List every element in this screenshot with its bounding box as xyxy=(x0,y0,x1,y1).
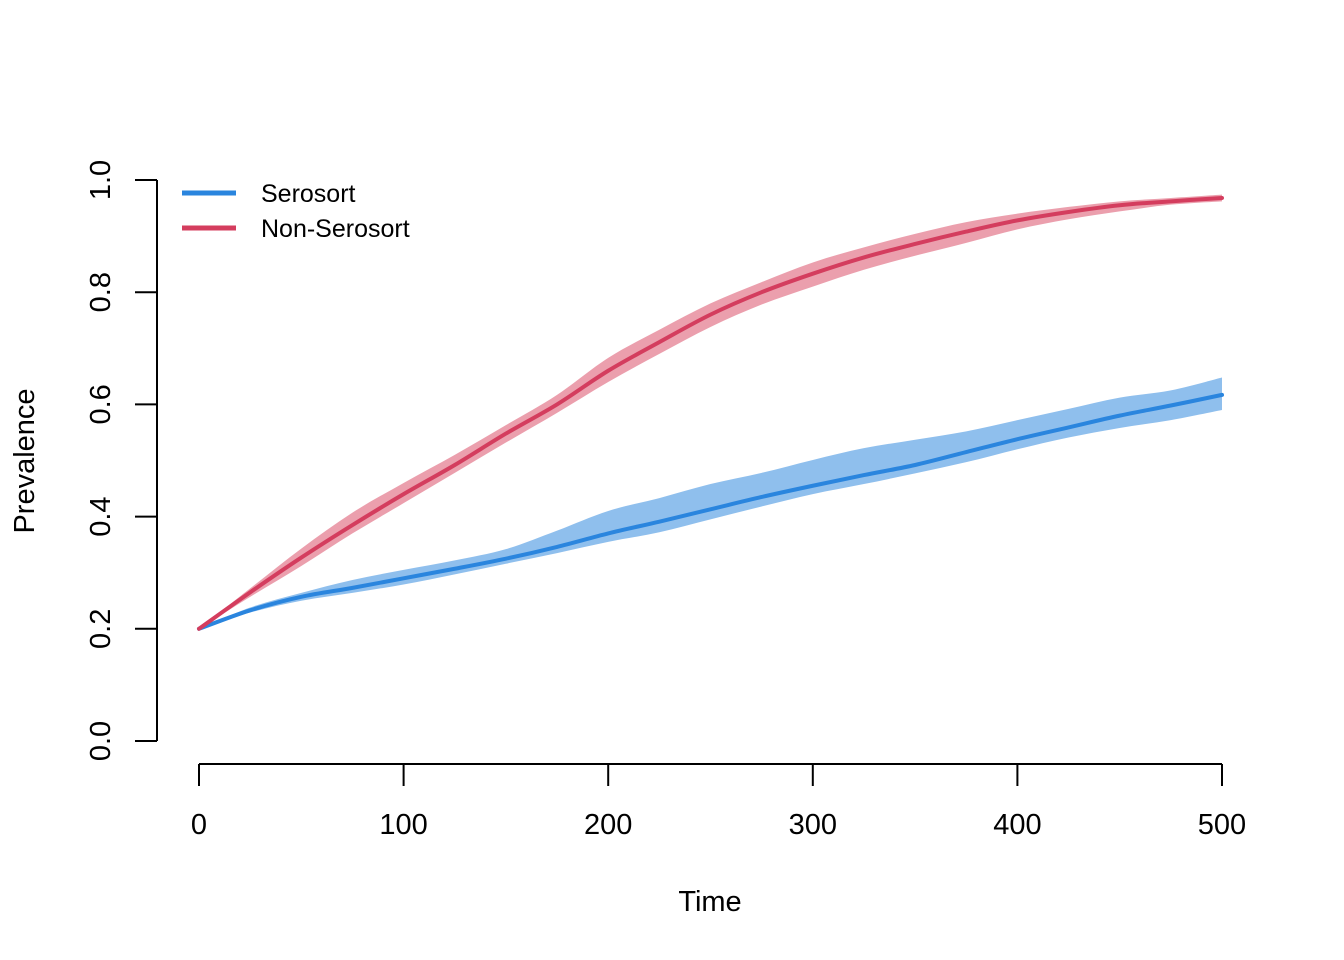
y-axis-title: Prevalence xyxy=(9,388,41,533)
x-tick-label: 300 xyxy=(789,809,837,841)
x-tick-label: 0 xyxy=(191,809,207,841)
series-lines xyxy=(197,195,1224,631)
y-tick-label: 1.0 xyxy=(85,160,117,200)
x-tick-label: 200 xyxy=(584,809,632,841)
y-axis: 0.0 0.2 0.4 0.6 0.8 1.0 xyxy=(85,160,158,761)
y-tick-label: 0.8 xyxy=(85,272,117,312)
x-tick-label: 100 xyxy=(379,809,427,841)
y-tick-label: 0.0 xyxy=(85,721,117,761)
line-serosort xyxy=(197,392,1224,631)
legend-item-serosort: Serosort xyxy=(182,180,356,208)
line-non-serosort xyxy=(197,195,1224,631)
legend-label-non-serosort: Non-Serosort xyxy=(261,215,410,243)
y-tick-label: 0.2 xyxy=(85,609,117,649)
legend-label-serosort: Serosort xyxy=(261,180,356,208)
band-serosort xyxy=(199,377,1222,629)
legend: Serosort Non-Serosort xyxy=(182,180,410,243)
x-axis: 0 100 200 300 400 500 xyxy=(191,763,1246,841)
confidence-bands xyxy=(199,194,1222,629)
legend-item-non-serosort: Non-Serosort xyxy=(182,215,410,243)
y-tick-label: 0.4 xyxy=(85,496,117,536)
x-axis-title: Time xyxy=(678,886,741,918)
x-tick-label: 400 xyxy=(993,809,1041,841)
x-tick-label: 500 xyxy=(1198,809,1246,841)
y-tick-label: 0.6 xyxy=(85,384,117,424)
